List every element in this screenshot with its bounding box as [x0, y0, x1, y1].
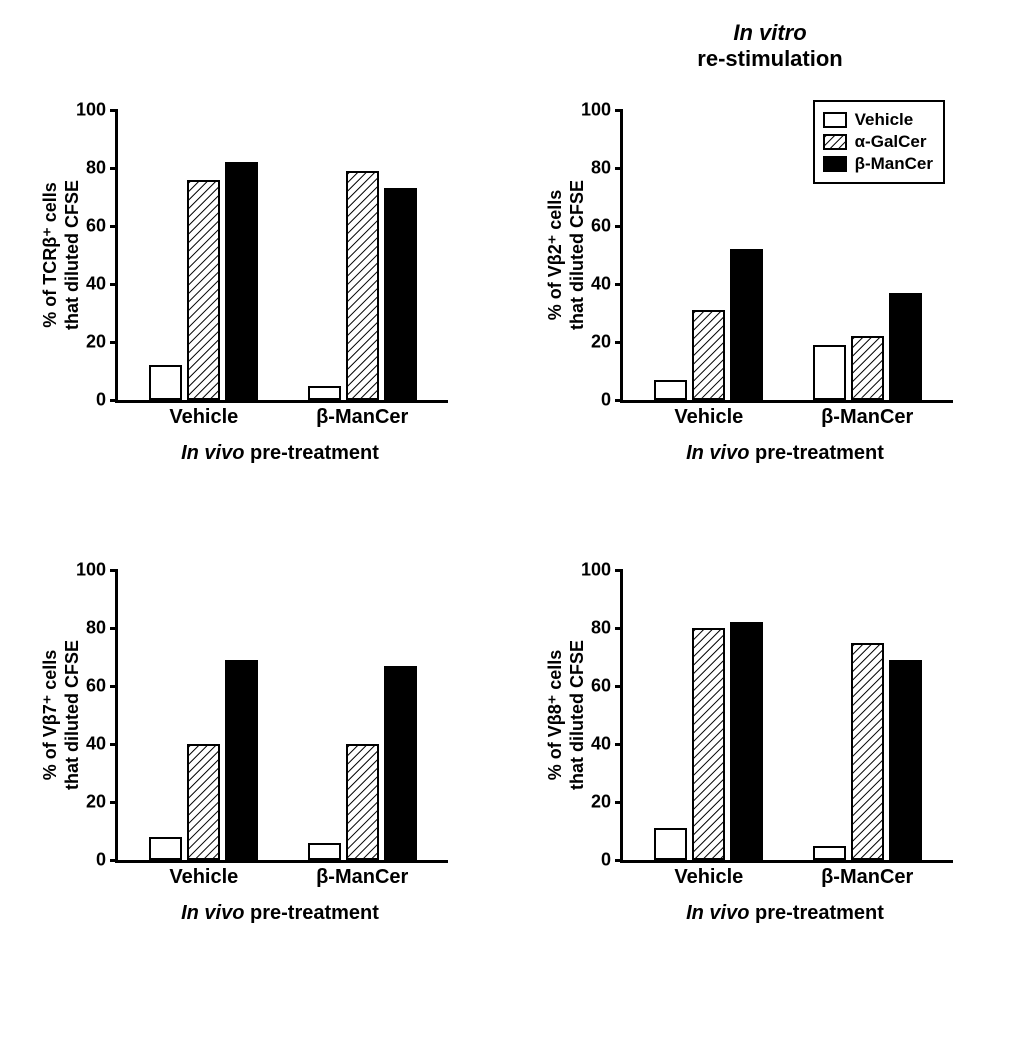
y-tick: 0: [601, 850, 623, 871]
y-tick: 80: [591, 618, 623, 639]
panel-tcrb: % of TCRβ⁺ cellsthat diluted CFSE0204060…: [20, 90, 480, 510]
y-tick: 0: [96, 390, 118, 411]
header-line1: In vitro: [733, 20, 806, 45]
bar-bmancer: [730, 622, 763, 860]
y-axis-label: % of Vβ2⁺ cellsthat diluted CFSE: [545, 110, 595, 400]
legend-item-vehicle: Vehicle: [823, 110, 933, 130]
y-tick: 100: [581, 100, 623, 121]
x-group-label: Vehicle: [169, 400, 238, 429]
bar-agalcer: [346, 744, 379, 860]
legend-item-agalcer: α-GalCer: [823, 132, 933, 152]
bar-bmancer: [730, 249, 763, 400]
y-tick: 60: [591, 676, 623, 697]
x-group-label: β-ManCer: [821, 860, 913, 889]
x-group-label: Vehicle: [674, 400, 743, 429]
y-tick: 80: [86, 158, 118, 179]
legend-item-bmancer: β-ManCer: [823, 154, 933, 174]
bar-vehicle: [654, 380, 687, 400]
y-tick: 40: [591, 274, 623, 295]
x-axis-title: In vivo pre-treatment: [620, 442, 950, 465]
y-axis-label: % of Vβ8⁺ cellsthat diluted CFSE: [545, 570, 595, 860]
legend-label: α-GalCer: [855, 132, 927, 152]
y-tick: 100: [76, 560, 118, 581]
bar-bmancer: [889, 660, 922, 860]
x-group-label: Vehicle: [674, 860, 743, 889]
bar-vehicle: [308, 843, 341, 860]
bar-bmancer: [889, 293, 922, 400]
bar-agalcer: [346, 171, 379, 400]
y-tick: 60: [86, 676, 118, 697]
y-tick: 100: [76, 100, 118, 121]
bar-vehicle: [308, 386, 341, 401]
y-tick: 0: [601, 390, 623, 411]
bar-vehicle: [149, 837, 182, 860]
bar-vehicle: [813, 846, 846, 861]
y-axis-label: % of TCRβ⁺ cellsthat diluted CFSE: [40, 110, 90, 400]
y-tick: 100: [581, 560, 623, 581]
y-tick: 40: [591, 734, 623, 755]
plot-area: 020406080100Vehicleβ-ManCer: [115, 110, 448, 403]
bar-agalcer: [692, 628, 725, 860]
bar-bmancer: [225, 162, 258, 400]
panel-vb7: % of Vβ7⁺ cellsthat diluted CFSE02040608…: [20, 550, 480, 970]
y-tick: 20: [86, 792, 118, 813]
figure: In vitro re-stimulation Vehicleα-GalCerβ…: [20, 20, 1000, 970]
bar-agalcer: [692, 310, 725, 400]
y-tick: 40: [86, 734, 118, 755]
y-tick: 60: [591, 216, 623, 237]
plot-area: 020406080100Vehicleβ-ManCer: [115, 570, 448, 863]
x-axis-title: In vivo pre-treatment: [115, 442, 445, 465]
bar-vehicle: [654, 828, 687, 860]
y-tick: 20: [591, 792, 623, 813]
x-group-label: β-ManCer: [316, 400, 408, 429]
legend-swatch-bmancer: [823, 156, 847, 172]
legend: Vehicleα-GalCerβ-ManCer: [813, 100, 945, 184]
legend-swatch-vehicle: [823, 112, 847, 128]
plot-area: 020406080100Vehicleβ-ManCer: [620, 570, 953, 863]
legend-swatch-agalcer: [823, 134, 847, 150]
bars-region: Vehicleβ-ManCer: [623, 570, 953, 860]
y-tick: 20: [591, 332, 623, 353]
legend-label: Vehicle: [855, 110, 914, 130]
bar-agalcer: [187, 744, 220, 860]
legend-label: β-ManCer: [855, 154, 933, 174]
bar-agalcer: [851, 643, 884, 861]
panel-vb8: % of Vβ8⁺ cellsthat diluted CFSE02040608…: [525, 550, 985, 970]
y-tick: 0: [96, 850, 118, 871]
x-axis-title: In vivo pre-treatment: [115, 902, 445, 925]
header-title: In vitro re-stimulation: [620, 20, 920, 73]
x-group-label: β-ManCer: [821, 400, 913, 429]
bar-agalcer: [187, 180, 220, 400]
bar-bmancer: [384, 188, 417, 400]
bar-vehicle: [813, 345, 846, 400]
y-tick: 60: [86, 216, 118, 237]
bars-region: Vehicleβ-ManCer: [118, 110, 448, 400]
y-tick: 80: [86, 618, 118, 639]
bar-bmancer: [225, 660, 258, 860]
x-group-label: Vehicle: [169, 860, 238, 889]
y-tick: 80: [591, 158, 623, 179]
bar-vehicle: [149, 365, 182, 400]
header-line2: re-stimulation: [697, 46, 842, 71]
y-tick: 40: [86, 274, 118, 295]
bar-agalcer: [851, 336, 884, 400]
bar-bmancer: [384, 666, 417, 860]
bars-region: Vehicleβ-ManCer: [118, 570, 448, 860]
x-group-label: β-ManCer: [316, 860, 408, 889]
y-axis-label: % of Vβ7⁺ cellsthat diluted CFSE: [40, 570, 90, 860]
y-tick: 20: [86, 332, 118, 353]
x-axis-title: In vivo pre-treatment: [620, 902, 950, 925]
